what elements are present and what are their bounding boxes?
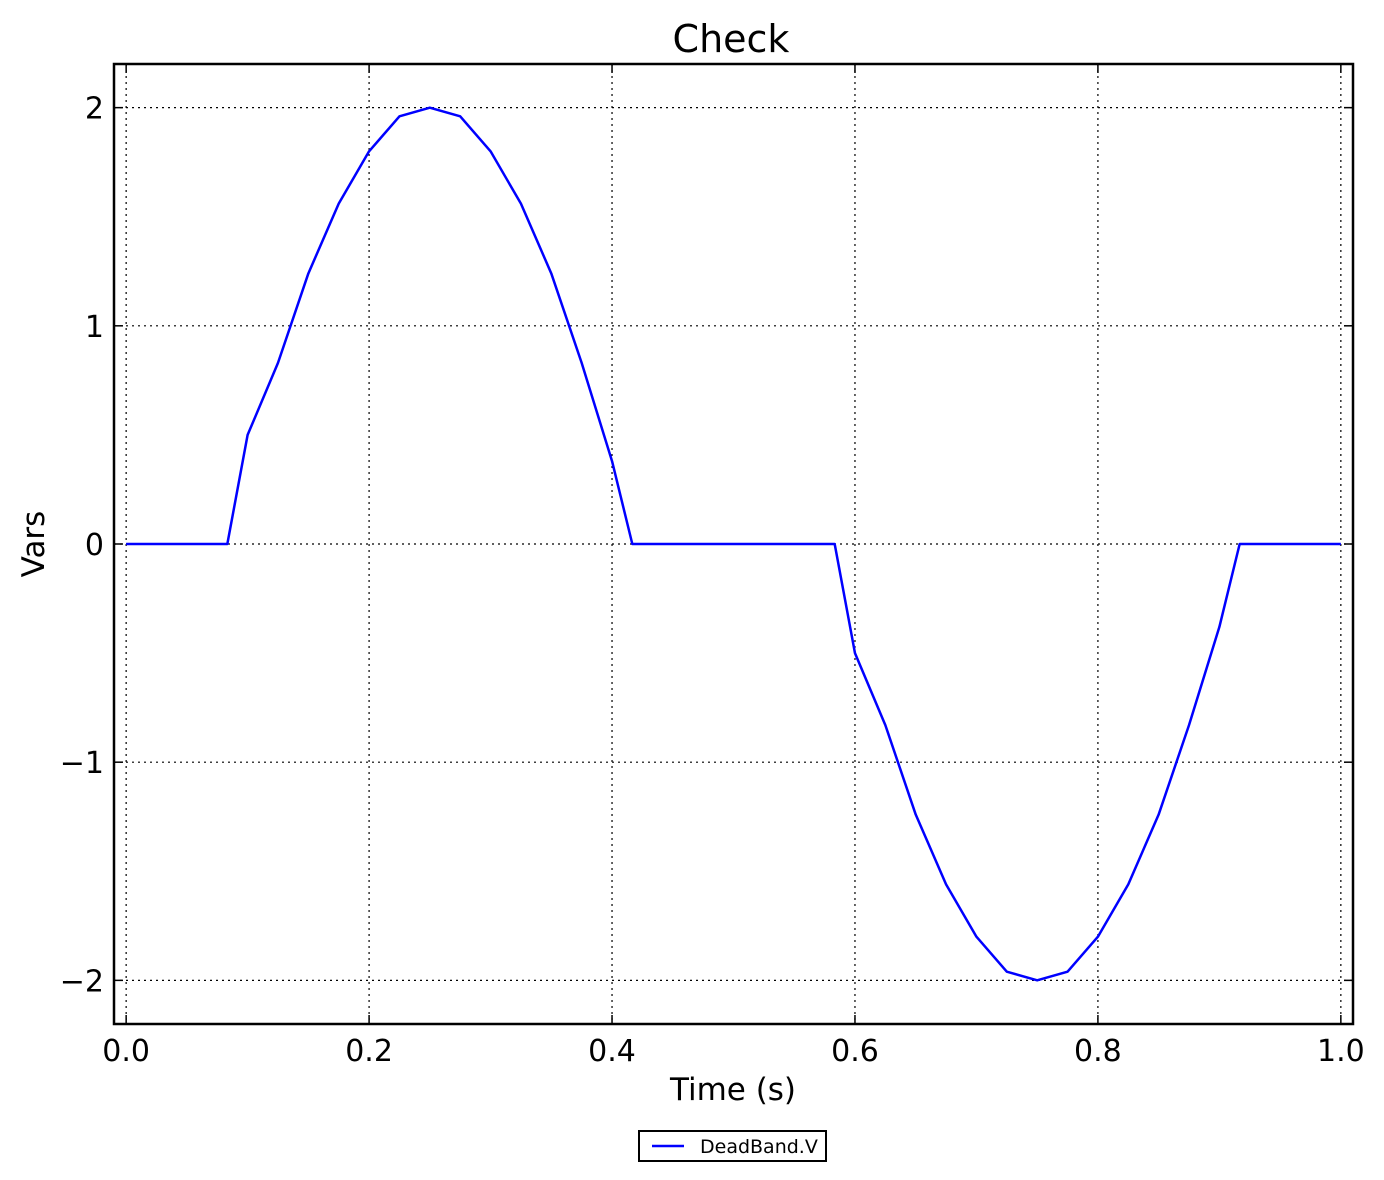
legend-entry: DeadBand.V — [700, 1136, 818, 1158]
x-tick-label: 1.0 — [1317, 1034, 1365, 1069]
series-line-0 — [126, 106, 1341, 982]
ticks — [114, 64, 1353, 1024]
x-tick-label: 0.6 — [831, 1034, 879, 1069]
x-tick-label: 0.0 — [102, 1034, 150, 1069]
tick-labels: 0.0 0.2 0.4 0.6 0.8 1.0 2 1 0 −1 −2 — [60, 92, 1365, 1069]
y-tick-label: −1 — [60, 746, 104, 781]
chart-title: Check — [673, 17, 790, 61]
y-tick-label: 2 — [85, 92, 104, 127]
series-layer — [126, 106, 1341, 982]
x-tick-label: 0.2 — [345, 1034, 393, 1069]
x-axis-label: Time (s) — [669, 1072, 796, 1108]
plot-frame — [112, 62, 1355, 1026]
x-tick-label: 0.8 — [1074, 1034, 1122, 1069]
y-tick-label: 0 — [85, 528, 104, 563]
x-tick-label: 0.4 — [588, 1034, 636, 1069]
legend: DeadBand.V — [638, 1130, 827, 1162]
y-tick-label: 1 — [85, 310, 104, 345]
y-axis-label: Vars — [16, 511, 52, 578]
y-tick-label: −2 — [60, 964, 104, 999]
